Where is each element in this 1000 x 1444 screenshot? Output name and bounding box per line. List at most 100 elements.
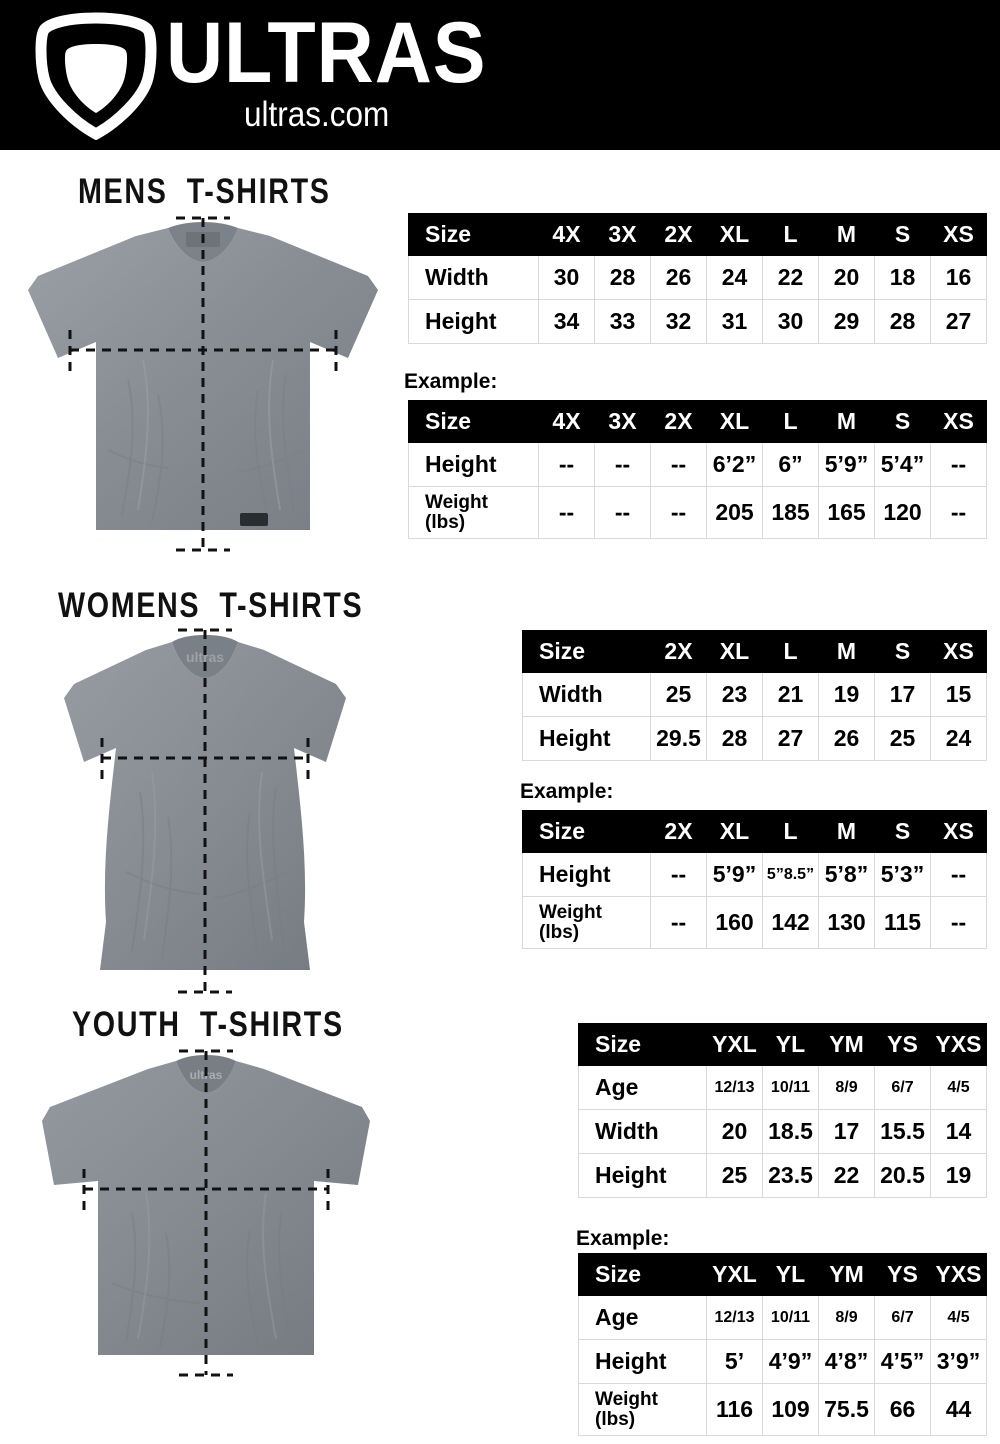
cell: 17 — [874, 672, 931, 717]
cell: 14 — [930, 1109, 987, 1154]
cell: 15.5 — [874, 1109, 931, 1154]
cell: 116 — [706, 1383, 763, 1436]
col-header: 4X — [538, 213, 595, 256]
col-header: Size — [522, 630, 651, 673]
col-header: XS — [930, 400, 987, 443]
col-header: XL — [706, 213, 763, 256]
col-header: L — [762, 630, 819, 673]
col-header: YM — [818, 1023, 875, 1066]
table-row: Weight (lbs) -- -- -- 205 185 165 120 -- — [408, 486, 987, 539]
cell: 5’ — [706, 1339, 763, 1384]
section-title-youth: YOUTH T-SHIRTS — [72, 1005, 344, 1044]
col-header: 3X — [594, 400, 651, 443]
col-header: XS — [930, 810, 987, 853]
row-label: Height — [408, 442, 539, 487]
col-header: S — [874, 630, 931, 673]
cell: 160 — [706, 896, 763, 949]
col-header: YXS — [930, 1023, 987, 1066]
col-header: YM — [818, 1253, 875, 1296]
col-header: M — [818, 400, 875, 443]
table-row: Weight (lbs) -- 160 142 130 115 -- — [522, 896, 987, 949]
youth-example-table: Size YXL YL YM YS YXS Age 12/13 10/11 8/… — [578, 1253, 987, 1436]
col-header: XS — [930, 630, 987, 673]
cell: 10/11 — [762, 1065, 819, 1110]
table-row: Height -- 5’9” 5”8.5” 5’8” 5’3” -- — [522, 852, 987, 897]
cell: 142 — [762, 896, 819, 949]
row-label: Width — [522, 672, 651, 717]
cell: -- — [650, 442, 707, 487]
table-row: Age 12/13 10/11 8/9 6/7 4/5 — [578, 1295, 987, 1340]
womens-tshirt-illustration: ultras — [40, 622, 370, 1002]
cell: 24 — [930, 716, 987, 761]
col-header: S — [874, 810, 931, 853]
womens-size-table: Size 2X XL L M S XS Width 25 23 21 19 17… — [522, 630, 987, 761]
cell: 32 — [650, 299, 707, 344]
page-header: ULTRAS ultras.com — [0, 0, 1000, 150]
mens-size-table: Size 4X 3X 2X XL L M S XS Width 30 28 26… — [408, 213, 987, 344]
col-header: 2X — [650, 630, 707, 673]
table-row: Width 25 23 21 19 17 15 — [522, 672, 987, 717]
example-label-youth: Example: — [576, 1227, 670, 1250]
col-header: XL — [706, 810, 763, 853]
cell: 16 — [930, 255, 987, 300]
col-header: 4X — [538, 400, 595, 443]
cell: 17 — [818, 1109, 875, 1154]
col-header: XL — [706, 630, 763, 673]
cell: 165 — [818, 486, 875, 539]
cell: 21 — [762, 672, 819, 717]
cell: 26 — [650, 255, 707, 300]
col-header: Size — [578, 1023, 707, 1066]
cell: 25 — [706, 1153, 763, 1198]
cell: 4’8” — [818, 1339, 875, 1384]
cell: -- — [930, 486, 987, 539]
youth-size-table: Size YXL YL YM YS YXS Age 12/13 10/11 8/… — [578, 1023, 987, 1198]
mens-example-table: Size 4X 3X 2X XL L M S XS Height -- -- -… — [408, 400, 987, 539]
cell: 10/11 — [762, 1295, 819, 1340]
col-header: XS — [930, 213, 987, 256]
cell: 30 — [538, 255, 595, 300]
cell: 44 — [930, 1383, 987, 1436]
col-header: Size — [408, 400, 539, 443]
cell: 5’8” — [818, 852, 875, 897]
row-label: Weight (lbs) — [408, 486, 539, 539]
col-header: YXS — [930, 1253, 987, 1296]
mens-tshirt-illustration — [18, 210, 388, 560]
cell: 4/5 — [930, 1065, 987, 1110]
cell: 19 — [930, 1153, 987, 1198]
cell: 30 — [762, 299, 819, 344]
cell: 34 — [538, 299, 595, 344]
brand-domain: ultras.com — [244, 95, 390, 135]
shield-logo-icon — [30, 8, 162, 141]
cell: 6’2” — [706, 442, 763, 487]
cell: -- — [930, 442, 987, 487]
col-header: L — [762, 810, 819, 853]
col-header: L — [762, 400, 819, 443]
col-header: Size — [408, 213, 539, 256]
col-header: XL — [706, 400, 763, 443]
cell: 22 — [818, 1153, 875, 1198]
table-row: Height 5’ 4’9” 4’8” 4’5” 3’9” — [578, 1339, 987, 1384]
table-row: Age 12/13 10/11 8/9 6/7 4/5 — [578, 1065, 987, 1110]
cell: 185 — [762, 486, 819, 539]
cell: 23.5 — [762, 1153, 819, 1198]
cell: 29 — [818, 299, 875, 344]
cell: 4/5 — [930, 1295, 987, 1340]
cell: 25 — [650, 672, 707, 717]
cell: 5’4” — [874, 442, 931, 487]
cell: 33 — [594, 299, 651, 344]
col-header: 3X — [594, 213, 651, 256]
table-header-row: Size 2X XL L M S XS — [522, 630, 987, 673]
row-label: Width — [408, 255, 539, 300]
cell: 75.5 — [818, 1383, 875, 1436]
cell: 29.5 — [650, 716, 707, 761]
example-label-mens: Example: — [404, 370, 498, 393]
cell: 20 — [818, 255, 875, 300]
col-header: 2X — [650, 810, 707, 853]
cell: 4’9” — [762, 1339, 819, 1384]
cell: 27 — [930, 299, 987, 344]
cell: -- — [594, 486, 651, 539]
col-header: S — [874, 400, 931, 443]
table-row: Height 25 23.5 22 20.5 19 — [578, 1153, 987, 1198]
brand-name: ULTRAS — [166, 5, 487, 101]
row-label: Weight (lbs) — [578, 1383, 707, 1436]
